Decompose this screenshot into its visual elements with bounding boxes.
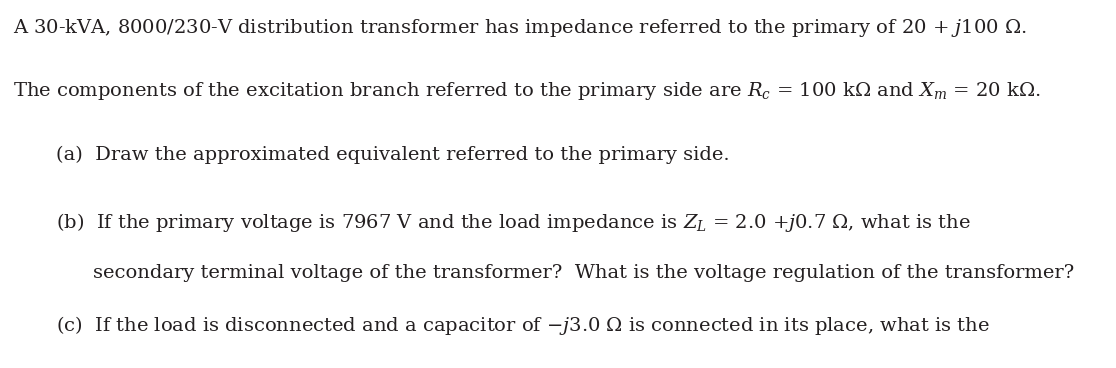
Text: (a)  Draw the approximated equivalent referred to the primary side.: (a) Draw the approximated equivalent ref… bbox=[56, 146, 730, 164]
Text: The components of the excitation branch referred to the primary side are $R_c$ =: The components of the excitation branch … bbox=[13, 80, 1041, 102]
Text: A 30-kVA, 8000/230-V distribution transformer has impedance referred to the prim: A 30-kVA, 8000/230-V distribution transf… bbox=[13, 17, 1027, 39]
Text: (c)  If the load is disconnected and a capacitor of −$j$3.0 Ω is connected in it: (c) If the load is disconnected and a ca… bbox=[56, 314, 990, 337]
Text: (b)  If the primary voltage is 7967 V and the load impedance is $Z_L$ = 2.0 +$j$: (b) If the primary voltage is 7967 V and… bbox=[56, 211, 971, 234]
Text: secondary terminal voltage of the transformer?  What is the voltage regulation o: secondary terminal voltage of the transf… bbox=[93, 264, 1074, 282]
